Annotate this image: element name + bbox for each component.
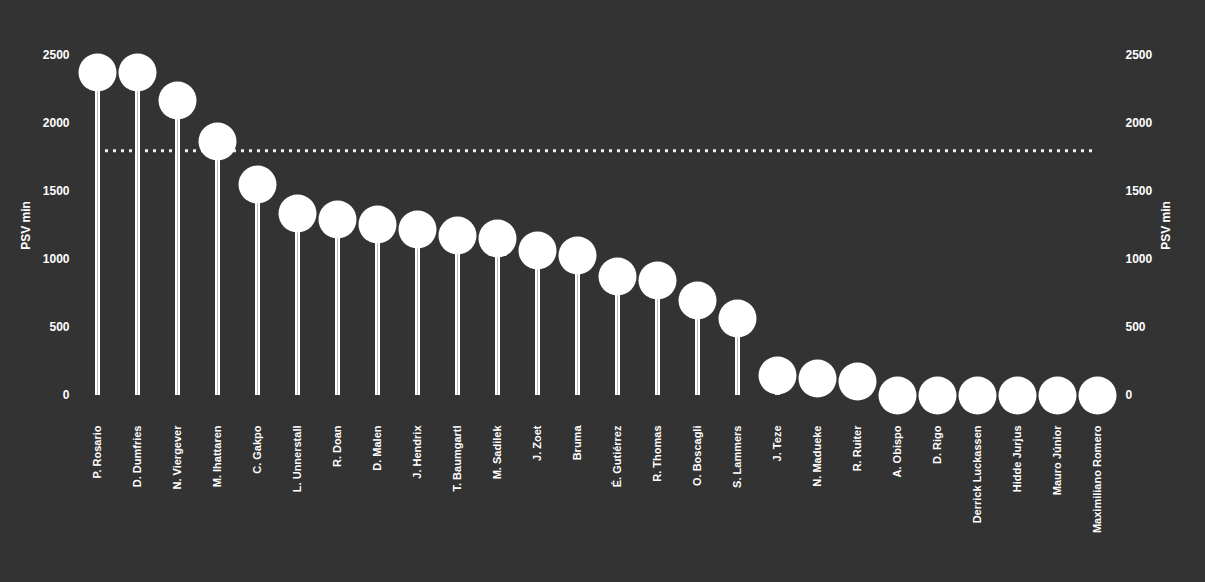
svg-text:J. Teze: J. Teze	[771, 426, 783, 462]
svg-text:Mauro Júnior: Mauro Júnior	[1051, 425, 1063, 495]
svg-text:1000: 1000	[1126, 252, 1153, 266]
svg-text:1500: 1500	[43, 184, 70, 198]
svg-text:Derrick Luckassen: Derrick Luckassen	[971, 425, 983, 523]
svg-text:T. Baumgartl: T. Baumgartl	[451, 426, 463, 492]
svg-text:500: 500	[49, 320, 69, 334]
svg-text:M. Sadilek: M. Sadilek	[491, 425, 503, 480]
svg-text:C. Gakpo: C. Gakpo	[251, 425, 263, 474]
svg-text:1000: 1000	[43, 252, 70, 266]
svg-text:2500: 2500	[1126, 48, 1153, 62]
svg-text:D. Dumfries: D. Dumfries	[131, 426, 143, 488]
svg-text:J. Hendrix: J. Hendrix	[411, 425, 423, 479]
svg-text:D. Rigo: D. Rigo	[931, 425, 943, 464]
svg-text:Hidde Jurjus: Hidde Jurjus	[1011, 426, 1023, 493]
svg-text:É. Gutiérrez: É. Gutiérrez	[611, 425, 623, 487]
svg-text:A. Obispo: A. Obispo	[891, 425, 903, 477]
svg-text:J. Zoet: J. Zoet	[531, 425, 543, 461]
svg-text:1500: 1500	[1126, 184, 1153, 198]
svg-text:R. Doan: R. Doan	[331, 425, 343, 467]
svg-text:PSV min: PSV min	[19, 201, 33, 250]
svg-text:0: 0	[63, 388, 70, 402]
svg-text:0: 0	[1126, 388, 1133, 402]
svg-text:2000: 2000	[43, 116, 70, 130]
svg-text:2500: 2500	[43, 48, 70, 62]
svg-text:PSV min: PSV min	[1159, 201, 1173, 250]
svg-text:M. Ihattaren: M. Ihattaren	[211, 425, 223, 487]
svg-text:L. Unnerstall: L. Unnerstall	[291, 426, 303, 493]
svg-text:R. Ruiter: R. Ruiter	[851, 425, 863, 472]
svg-text:O. Boscagli: O. Boscagli	[691, 426, 703, 487]
svg-text:N. Madueke: N. Madueke	[811, 426, 823, 487]
svg-text:500: 500	[1126, 320, 1146, 334]
svg-text:S. Lammers: S. Lammers	[731, 426, 743, 488]
svg-text:Bruma: Bruma	[571, 425, 583, 461]
svg-text:N. Viergever: N. Viergever	[171, 425, 183, 490]
svg-text:P. Rosario: P. Rosario	[91, 425, 103, 478]
svg-text:D. Malen: D. Malen	[371, 425, 383, 471]
svg-text:R. Thomas: R. Thomas	[651, 426, 663, 482]
svg-text:Maximiliano Romero: Maximiliano Romero	[1091, 425, 1103, 533]
svg-text:2000: 2000	[1126, 116, 1153, 130]
